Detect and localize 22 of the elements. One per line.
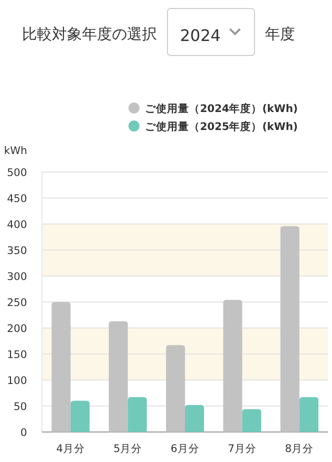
y-axis-title: kWh: [4, 145, 28, 157]
y-tick-label: 200: [6, 323, 27, 335]
y-tick-label: 400: [6, 219, 27, 231]
x-tick-label: 4月分: [56, 443, 85, 455]
legend-label: ご使用量（2025年度）(kWh): [145, 120, 298, 133]
x-tick-label: 8月分: [285, 443, 314, 455]
legend-label: ご使用量（2024年度）(kWh): [145, 102, 298, 115]
y-tick-label: 500: [6, 167, 27, 179]
chart-title: 比較対象年度の選択: [22, 25, 157, 43]
y-tick-label: 50: [14, 401, 27, 413]
y-tick-label: 0: [20, 427, 27, 439]
y-tick-label: 450: [6, 193, 27, 205]
y-tick-label: 250: [6, 297, 27, 309]
y-tick-label: 350: [6, 245, 27, 257]
x-tick-label: 7月分: [228, 443, 257, 455]
text: 2024: [180, 26, 221, 45]
x-tick-label: 5月分: [113, 443, 142, 455]
y-tick-label: 300: [6, 271, 27, 283]
text: 年度: [265, 25, 295, 43]
y-tick-label: 100: [6, 375, 27, 387]
y-tick-label: 150: [6, 349, 27, 361]
x-tick-label: 6月分: [170, 443, 200, 455]
